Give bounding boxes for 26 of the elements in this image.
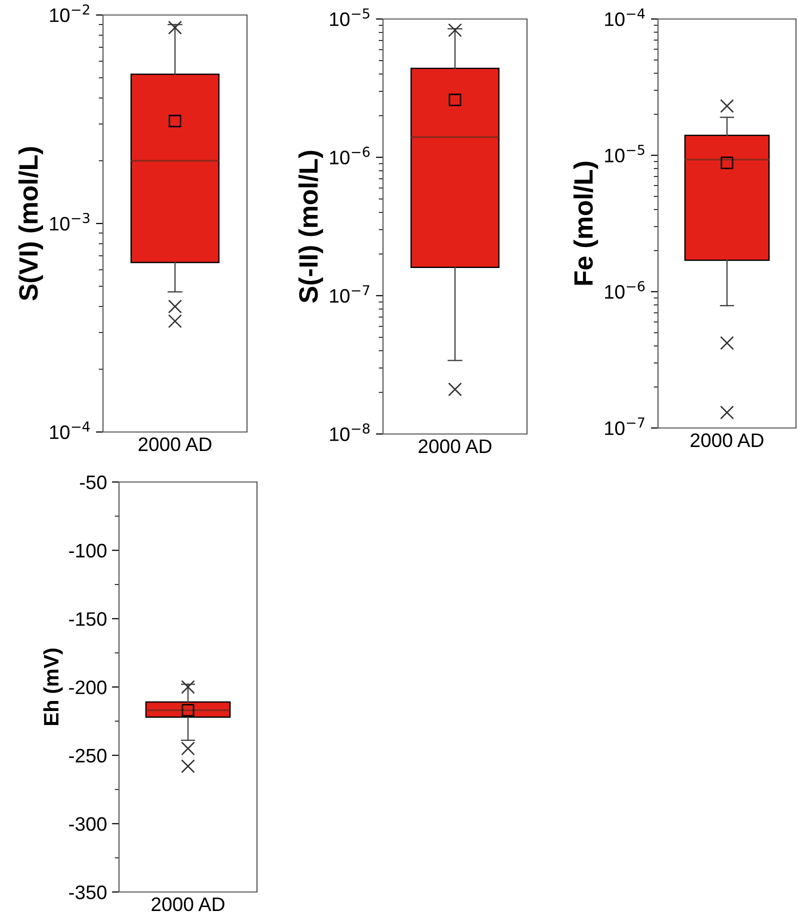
y-tick-label: 10$^{−8}$ <box>330 423 370 442</box>
y-tick-label: 10$^{−2}$ <box>50 4 90 22</box>
y-axis-title: Fe (mol/L) <box>573 162 598 285</box>
y-tick-label: 10$^{−6}$ <box>330 146 370 164</box>
y-tick-label: 10$^{−6}$ <box>605 281 645 299</box>
y-tick-label: -150 <box>69 612 106 626</box>
y-tick-label: 10$^{−4}$ <box>50 422 90 440</box>
y-tick-label: -300 <box>69 817 106 831</box>
y-tick-label: 10$^{−3}$ <box>50 212 90 231</box>
y-axis-title: S(-II) (mol/L) <box>298 150 324 303</box>
x-tick-label: 2000 AD <box>138 437 212 452</box>
y-tick-label: -350 <box>69 885 106 900</box>
y-tick-label: 10$^{−5}$ <box>330 8 370 26</box>
y-tick-label: 10$^{−7}$ <box>330 285 370 303</box>
x-tick-label: 2000 AD <box>418 439 492 454</box>
x-tick-label: 2000 AD <box>152 897 224 912</box>
y-tick-label: 10$^{−4}$ <box>605 8 645 26</box>
y-tick-label: -100 <box>69 544 106 558</box>
y-tick-label: -50 <box>80 475 106 490</box>
y-axis-title: Eh (mV) <box>43 648 63 725</box>
y-tick-label: 10$^{−7}$ <box>605 418 644 436</box>
y-tick-label: -200 <box>69 680 106 694</box>
y-tick-label: 10$^{−5}$ <box>605 144 644 162</box>
x-tick-label: 2000 AD <box>690 433 764 448</box>
y-tick-label: -250 <box>69 748 106 763</box>
y-axis-title: S(VI) (mol/L) <box>18 147 44 300</box>
